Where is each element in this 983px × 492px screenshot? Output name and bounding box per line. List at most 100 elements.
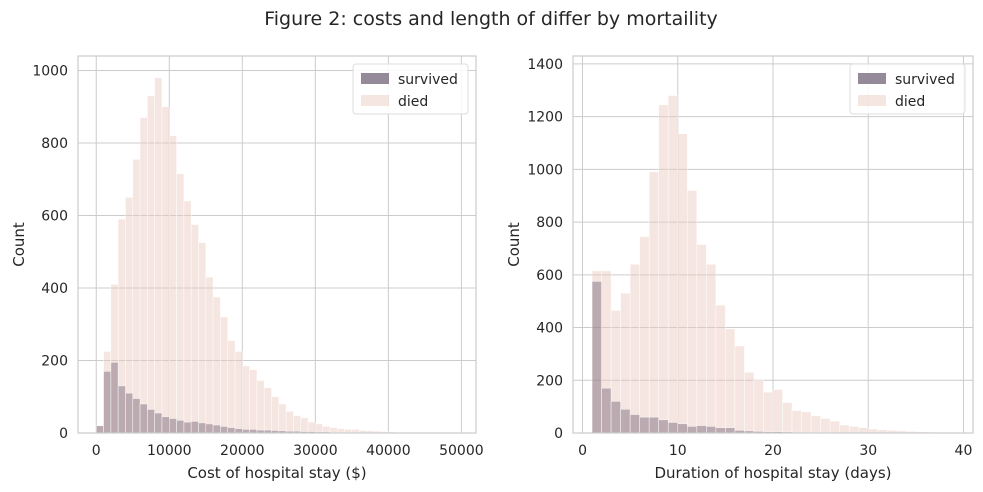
- cost-bar-died-21: [249, 369, 258, 434]
- cost-bar-survived-6: [139, 403, 148, 434]
- duration-bar-survived-3: [620, 408, 631, 434]
- cost-bar-died-13: [190, 224, 199, 434]
- cost-bar-died-28: [300, 417, 309, 434]
- duration-legend-swatch-survived: [858, 73, 886, 84]
- duration-bar-died-14: [725, 328, 736, 434]
- cost-bar-survived-19: [234, 428, 243, 434]
- cost-ylabel: Count: [10, 222, 28, 267]
- cost-bar-survived-16: [212, 424, 221, 434]
- cost-legend-label-survived: survived: [398, 72, 458, 88]
- cost-xtick-label-0: 0: [92, 443, 101, 459]
- duration-bar-died-18: [763, 391, 774, 434]
- cost-xtick-label-3: 30000: [293, 443, 338, 459]
- duration-xtick-label-3: 30: [859, 443, 877, 459]
- duration-legend-label-survived: survived: [895, 72, 955, 88]
- duration-bar-died-19: [772, 389, 783, 434]
- figure-title: Figure 2: costs and length of differ by …: [264, 8, 718, 30]
- duration-bar-survived-10: [686, 426, 698, 434]
- duration-ytick-label-1: 200: [536, 373, 563, 389]
- duration-bar-died-8: [667, 95, 679, 434]
- duration-bar-died-16: [744, 372, 755, 434]
- cost-bar-died-18: [227, 340, 236, 434]
- cost-bar-survived-1: [103, 371, 112, 434]
- cost-histogram: 0 10000 20000 30000 40000 50000 0 200 400 600 800 1…: [10, 55, 484, 482]
- cost-xtick-label-2: 20000: [220, 443, 265, 459]
- duration-bar-died-22: [801, 411, 812, 434]
- cost-xtick-label-4: 40000: [366, 443, 411, 459]
- cost-bar-survived-14: [198, 422, 207, 434]
- duration-bar-died-15: [734, 345, 745, 434]
- cost-bar-died-10: [168, 135, 177, 434]
- duration-bar-died-7: [658, 104, 669, 434]
- duration-bar-died-6: [648, 171, 660, 434]
- duration-xtick-label-2: 20: [764, 443, 782, 459]
- cost-bar-survived-8: [154, 412, 163, 434]
- cost-bar-survived-5: [132, 398, 141, 434]
- duration-bar-survived-13: [715, 427, 726, 434]
- cost-legend: survived died: [352, 63, 469, 115]
- duration-bar-died-23: [810, 415, 821, 434]
- cost-bar-survived-10: [168, 418, 177, 434]
- duration-ytick-label-3: 600: [536, 268, 563, 284]
- cost-bar-died-16: [212, 296, 221, 434]
- duration-bar-died-13: [715, 304, 726, 434]
- duration-ytick-label-6: 1200: [527, 110, 563, 126]
- duration-histogram: 0 10 20 30 400200400600800100012001400Durati…: [505, 55, 974, 482]
- cost-bar-died-8: [154, 77, 163, 434]
- cost-bar-died-20: [242, 365, 250, 434]
- cost-bar-survived-9: [161, 416, 170, 434]
- duration-bar-died-9: [677, 133, 688, 434]
- duration-bar-survived-7: [658, 419, 669, 434]
- duration-bar-died-27: [848, 426, 860, 434]
- duration-bar-died-21: [791, 410, 802, 434]
- cost-legend-label-died: died: [398, 94, 428, 110]
- cost-bar-died-27: [293, 415, 302, 434]
- cost-ytick-label-0: 0: [59, 426, 68, 442]
- cost-xtick-label-5: 50000: [439, 443, 484, 459]
- cost-bar-died-25: [278, 403, 287, 434]
- cost-bar-died-6: [139, 117, 148, 434]
- duration-bar-died-5: [639, 236, 650, 434]
- cost-bar-died-24: [271, 396, 280, 434]
- cost-bar-survived-17: [220, 426, 229, 434]
- duration-bar-died-26: [839, 424, 850, 434]
- duration-bar-died-17: [753, 379, 764, 434]
- duration-bar-died-24: [820, 418, 831, 434]
- duration-bar-survived-4: [629, 414, 640, 434]
- duration-ytick-label-4: 800: [536, 215, 563, 231]
- duration-legend-label-died: died: [895, 94, 925, 110]
- cost-bar-survived-3: [117, 385, 126, 434]
- cost-bar-died-11: [176, 173, 185, 434]
- duration-bar-survived-0: [591, 281, 602, 434]
- cost-ytick-label-1: 200: [41, 354, 68, 370]
- cost-ytick-label-4: 800: [41, 136, 68, 152]
- duration-bar-survived-12: [706, 426, 717, 434]
- duration-bar-died-20: [782, 402, 793, 434]
- cost-ytick-label-5: 1000: [32, 64, 68, 80]
- cost-bar-died-7: [147, 95, 155, 434]
- cost-bar-survived-13: [190, 421, 199, 434]
- duration-ytick-label-7: 1400: [527, 57, 563, 73]
- duration-ytick-label-5: 1000: [527, 162, 563, 178]
- duration-xtick-label-1: 10: [669, 443, 687, 459]
- duration-xlabel: Duration of hospital stay (days): [655, 464, 892, 482]
- cost-legend-swatch-survived: [361, 73, 389, 84]
- cost-axes-frame: [77, 55, 477, 434]
- duration-legend-swatch-died: [858, 95, 886, 106]
- cost-bar-died-9: [161, 106, 170, 434]
- cost-legend-swatch-died: [361, 95, 389, 106]
- duration-bar-survived-14: [725, 427, 736, 434]
- duration-bar-survived-8: [667, 422, 679, 434]
- cost-bar-survived-12: [183, 421, 192, 434]
- duration-bar-survived-11: [696, 425, 707, 434]
- duration-ylabel: Count: [505, 222, 523, 267]
- cost-bar-died-12: [183, 200, 192, 434]
- duration-axes-frame: [572, 55, 974, 434]
- duration-bar-survived-6: [648, 416, 660, 434]
- cost-bar-survived-18: [227, 427, 236, 434]
- cost-bar-died-26: [285, 410, 294, 434]
- duration-legend: survived died: [849, 63, 966, 115]
- cost-xtick-label-1: 10000: [147, 443, 192, 459]
- duration-bar-died-10: [686, 190, 698, 434]
